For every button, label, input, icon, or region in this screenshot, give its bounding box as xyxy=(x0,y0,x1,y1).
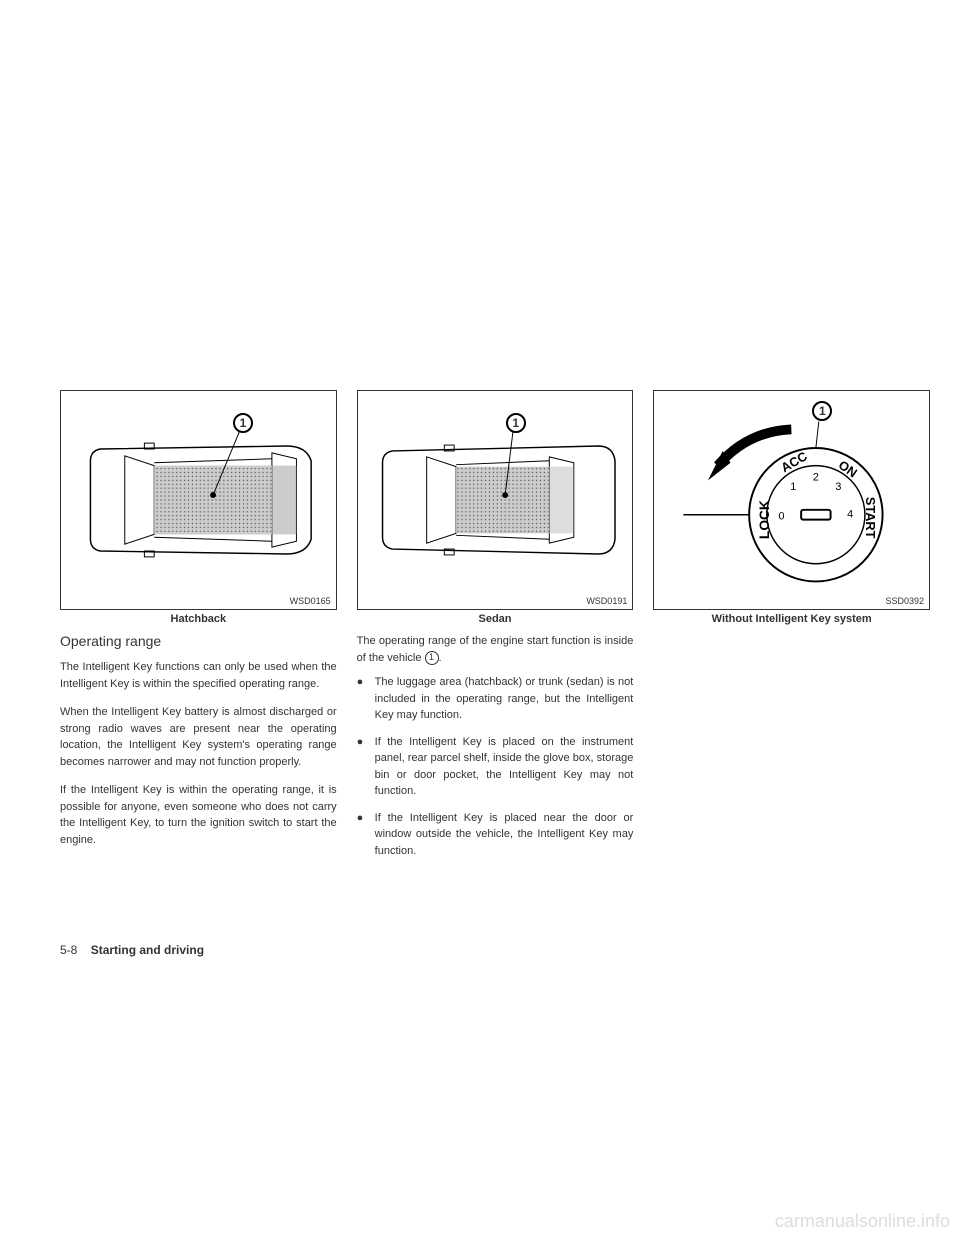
ignition-diagram: LOCK ACC ON START 0 1 2 3 4 xyxy=(654,391,929,609)
inline-callout: 1 xyxy=(425,651,439,665)
figure-caption-ignition: Without Intelligent Key system xyxy=(653,613,930,625)
svg-text:0: 0 xyxy=(779,511,785,523)
intro-text: The operating range of the engine start … xyxy=(357,633,634,666)
figure-code: SSD0392 xyxy=(885,596,924,606)
hatchback-diagram xyxy=(61,391,336,609)
svg-text:4: 4 xyxy=(848,509,854,521)
page-footer: 5-8 Starting and driving xyxy=(60,943,204,957)
list-item: If the Intelligent Key is placed on the … xyxy=(357,734,634,800)
column-ignition: LOCK ACC ON START 0 1 2 3 4 1 SSD0392 xyxy=(653,390,930,869)
subheading-operating-range: Operating range xyxy=(60,633,337,649)
callout-circle: 1 xyxy=(233,413,253,433)
figure-hatchback: 1 WSD0165 xyxy=(60,390,337,610)
column-sedan: 1 WSD0191 Sedan The operating range of t… xyxy=(357,390,634,869)
svg-text:START: START xyxy=(863,497,878,539)
svg-text:3: 3 xyxy=(836,481,842,493)
sedan-diagram xyxy=(358,391,633,609)
bullet-list: The luggage area (hatchback) or trunk (s… xyxy=(357,674,634,869)
svg-text:LOCK: LOCK xyxy=(757,500,772,539)
watermark: carmanualsonline.info xyxy=(775,1211,950,1232)
column-hatchback: 1 WSD0165 Hatchback Operating range The … xyxy=(60,390,337,869)
figure-code: WSD0191 xyxy=(586,596,627,606)
page-number: 5-8 xyxy=(60,943,77,957)
paragraph: If the Intelligent Key is within the ope… xyxy=(60,782,337,848)
list-item: The luggage area (hatchback) or trunk (s… xyxy=(357,674,634,724)
figure-code: WSD0165 xyxy=(290,596,331,606)
figure-ignition: LOCK ACC ON START 0 1 2 3 4 1 SSD0392 xyxy=(653,390,930,610)
list-item: If the Intelligent Key is placed near th… xyxy=(357,810,634,860)
paragraph: The Intelligent Key functions can only b… xyxy=(60,659,337,692)
figure-caption-hatchback: Hatchback xyxy=(60,613,337,625)
section-title: Starting and driving xyxy=(91,943,204,957)
svg-text:2: 2 xyxy=(813,471,819,483)
figure-sedan: 1 WSD0191 xyxy=(357,390,634,610)
callout-circle: 1 xyxy=(506,413,526,433)
paragraph: When the Intelligent Key battery is almo… xyxy=(60,704,337,770)
figure-caption-sedan: Sedan xyxy=(357,613,634,625)
svg-text:1: 1 xyxy=(791,481,797,493)
